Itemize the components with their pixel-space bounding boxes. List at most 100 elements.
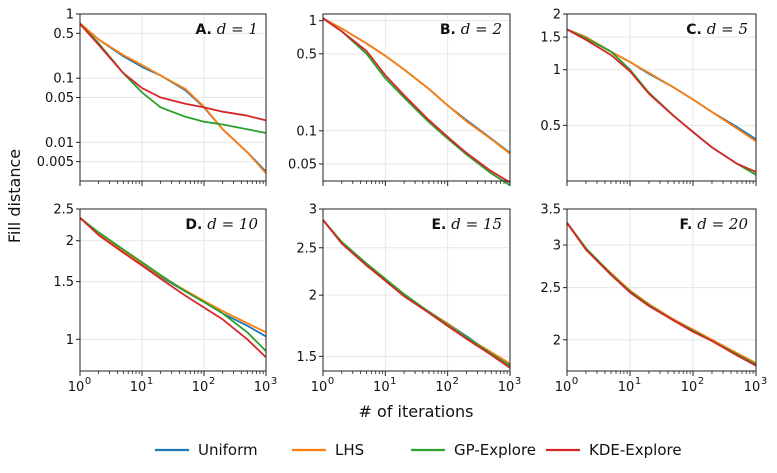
- x-tick-label: 10: [192, 380, 209, 395]
- panel-dimension: d = 10: [207, 215, 258, 233]
- y-tick-label: 2.5: [53, 203, 74, 218]
- y-tick-label: 1.5: [53, 275, 74, 290]
- y-tick-label: 1: [309, 14, 317, 29]
- panel-letter: D.: [185, 217, 207, 233]
- y-tick-label: 2.5: [540, 281, 561, 296]
- series-line-gp-explore: [566, 28, 757, 176]
- x-tick-exponent: 1: [635, 376, 641, 387]
- y-tick-label: 1: [553, 63, 561, 78]
- x-tick-exponent: 1: [390, 376, 396, 387]
- panel-letter: E.: [431, 217, 451, 233]
- y-tick-label: 3: [553, 239, 561, 254]
- y-tick-label: 2: [553, 8, 561, 23]
- y-tick-label: 1: [66, 8, 74, 23]
- panel-letter: F.: [680, 217, 698, 233]
- x-tick-label: 10: [498, 380, 515, 395]
- y-tick-label: 1: [66, 333, 74, 348]
- series-line-gp-explore: [566, 222, 757, 366]
- y-tick-label: 3.5: [540, 203, 561, 218]
- panel-title: A. d = 1: [195, 20, 258, 38]
- series-line-lhs: [566, 222, 757, 364]
- series-line-lhs: [79, 22, 267, 174]
- panel-title: C. d = 5: [686, 20, 748, 38]
- x-tick-exponent: 2: [209, 376, 215, 387]
- panel-title: B. d = 2: [440, 20, 502, 38]
- panel-letter: B.: [440, 22, 461, 38]
- x-tick-label: 10: [681, 380, 698, 395]
- y-tick-label: 0.5: [53, 27, 74, 42]
- legend-label-lhs: LHS: [335, 441, 364, 459]
- series-line-kde-explore: [79, 217, 267, 359]
- panel-title: D. d = 10: [185, 215, 258, 233]
- series-line-kde-explore: [566, 222, 757, 367]
- panel-dimension: d = 20: [697, 215, 748, 233]
- x-tick-label: 10: [373, 380, 390, 395]
- y-axis-label: Fill distance: [5, 149, 24, 243]
- series-line-uniform: [322, 219, 511, 366]
- y-tick-label: 1.5: [296, 350, 317, 365]
- x-tick-exponent: 2: [452, 376, 458, 387]
- series-line-kde-explore: [322, 219, 511, 369]
- series-line-gp-explore: [79, 217, 267, 352]
- x-tick-label: 10: [555, 380, 572, 395]
- x-tick-exponent: 3: [515, 376, 521, 387]
- series-line-gp-explore: [322, 219, 511, 368]
- x-tick-label: 10: [744, 380, 761, 395]
- panel-letter: C.: [686, 22, 706, 38]
- x-tick-exponent: 0: [572, 376, 578, 387]
- y-tick-label: 3: [309, 203, 317, 218]
- x-tick-label: 10: [254, 380, 271, 395]
- y-tick-label: 0.005: [37, 155, 74, 170]
- series-line-uniform: [566, 222, 757, 366]
- panels: 1 0.5 0.1 0.05 0.01 0.005 A. d = 1 1 0.5 0.1 0.05 B…: [37, 8, 767, 396]
- y-tick-label: 0.1: [53, 72, 74, 87]
- y-tick-label: 0.5: [296, 47, 317, 62]
- x-tick-exponent: 1: [147, 376, 153, 387]
- series-line-kde-explore: [322, 17, 511, 184]
- series-line-kde-explore: [79, 23, 267, 122]
- x-tick-exponent: 3: [761, 376, 767, 387]
- axes-frame: [322, 208, 511, 372]
- series-line-lhs: [322, 17, 511, 155]
- x-tick-label: 10: [311, 380, 328, 395]
- y-tick-label: 0.05: [288, 157, 317, 172]
- series-line-lhs: [79, 217, 267, 334]
- series-line-kde-explore: [566, 28, 757, 173]
- y-tick-label: 2: [66, 234, 74, 249]
- panel-dimension: d = 15: [451, 215, 502, 233]
- panel-c: 2 1.5 1 0.5 C. d = 5: [540, 8, 757, 186]
- x-axis-label: # of iterations: [359, 402, 474, 421]
- y-tick-label: 2: [309, 289, 317, 304]
- legend-label-kde-explore: KDE-Explore: [589, 441, 682, 459]
- y-tick-label: 0.05: [45, 91, 74, 106]
- legend: Uniform LHS GP-Explore KDE-Explore: [155, 441, 682, 459]
- legend-label-gp-explore: GP-Explore: [454, 441, 536, 459]
- panel-dimension: d = 1: [217, 20, 258, 38]
- y-tick-label: 0.5: [540, 119, 561, 134]
- panel-dimension: d = 5: [707, 20, 748, 38]
- axes-frame: [566, 13, 757, 182]
- legend-label-uniform: Uniform: [198, 441, 258, 459]
- y-tick-label: 2.5: [296, 241, 317, 256]
- y-tick-label: 0.1: [296, 124, 317, 139]
- y-tick-label: 2: [553, 333, 561, 348]
- x-tick-label: 10: [435, 380, 452, 395]
- axes-frame: [322, 13, 511, 182]
- axes-frame: [566, 208, 757, 372]
- x-tick-exponent: 2: [698, 376, 704, 387]
- x-tick-label: 10: [68, 380, 85, 395]
- series-line-gp-explore: [322, 17, 511, 187]
- panel-e: 32.521.510 0 10 1 10 2 10 3E. d = 15: [296, 203, 521, 396]
- x-tick-label: 10: [130, 380, 147, 395]
- panel-letter: A.: [195, 22, 216, 38]
- axes-frame: [79, 208, 267, 372]
- x-tick-label: 10: [618, 380, 635, 395]
- y-tick-label: 0.01: [45, 136, 74, 151]
- series-line-lhs: [322, 219, 511, 365]
- panel-a: 1 0.5 0.1 0.05 0.01 0.005 A. d = 1: [37, 8, 267, 186]
- panel-dimension: d = 2: [461, 20, 502, 38]
- y-tick-label: 1.5: [540, 31, 561, 46]
- panel-title: F. d = 20: [680, 215, 749, 233]
- x-tick-exponent: 3: [271, 376, 277, 387]
